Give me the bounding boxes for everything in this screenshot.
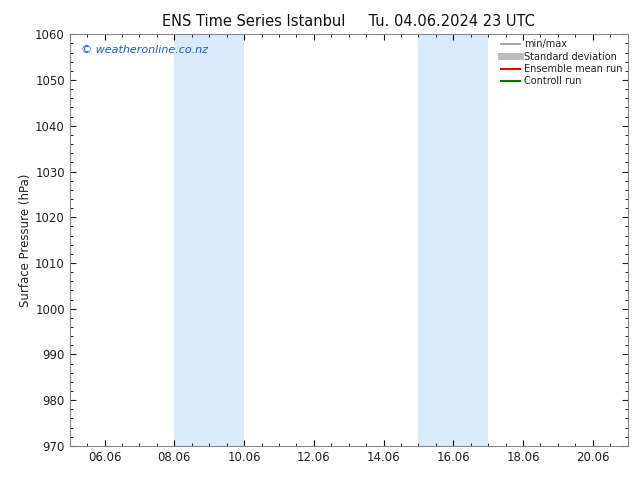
Title: ENS Time Series Istanbul     Tu. 04.06.2024 23 UTC: ENS Time Series Istanbul Tu. 04.06.2024 …	[162, 14, 535, 29]
Bar	[174, 34, 244, 446]
Bar	[418, 34, 488, 446]
Text: © weatheronline.co.nz: © weatheronline.co.nz	[81, 45, 208, 54]
Y-axis label: Surface Pressure (hPa): Surface Pressure (hPa)	[20, 173, 32, 307]
Legend: min/max, Standard deviation, Ensemble mean run, Controll run: min/max, Standard deviation, Ensemble me…	[499, 37, 624, 88]
